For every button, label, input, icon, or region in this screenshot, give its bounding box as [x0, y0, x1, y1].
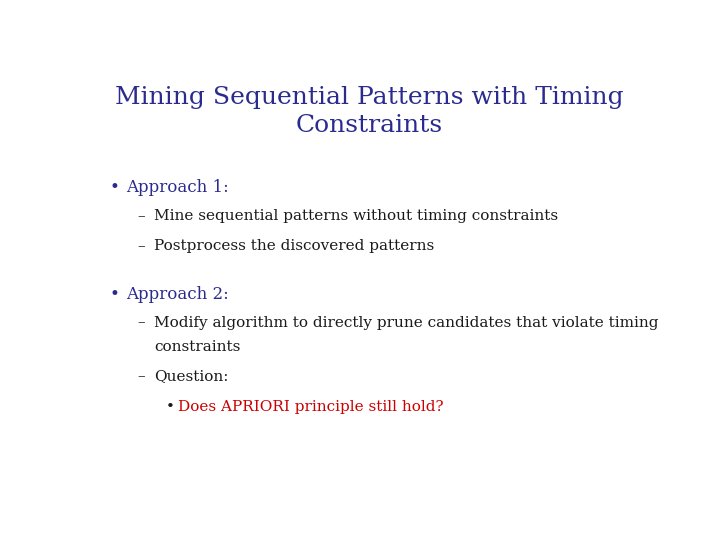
Text: Question:: Question: [154, 369, 229, 383]
Text: constraints: constraints [154, 340, 240, 354]
Text: •: • [166, 400, 174, 414]
Text: –: – [138, 239, 145, 253]
Text: Does APRIORI principle still hold?: Does APRIORI principle still hold? [178, 400, 444, 414]
Text: –: – [138, 315, 145, 329]
Text: Approach 2:: Approach 2: [126, 286, 229, 302]
Text: Approach 1:: Approach 1: [126, 179, 229, 196]
Text: –: – [138, 369, 145, 383]
Text: Mine sequential patterns without timing constraints: Mine sequential patterns without timing … [154, 209, 558, 223]
Text: •: • [109, 179, 120, 196]
Text: Modify algorithm to directly prune candidates that violate timing: Modify algorithm to directly prune candi… [154, 315, 659, 329]
Text: Mining Sequential Patterns with Timing
Constraints: Mining Sequential Patterns with Timing C… [114, 85, 624, 137]
Text: Postprocess the discovered patterns: Postprocess the discovered patterns [154, 239, 434, 253]
Text: •: • [109, 286, 120, 302]
Text: –: – [138, 209, 145, 223]
